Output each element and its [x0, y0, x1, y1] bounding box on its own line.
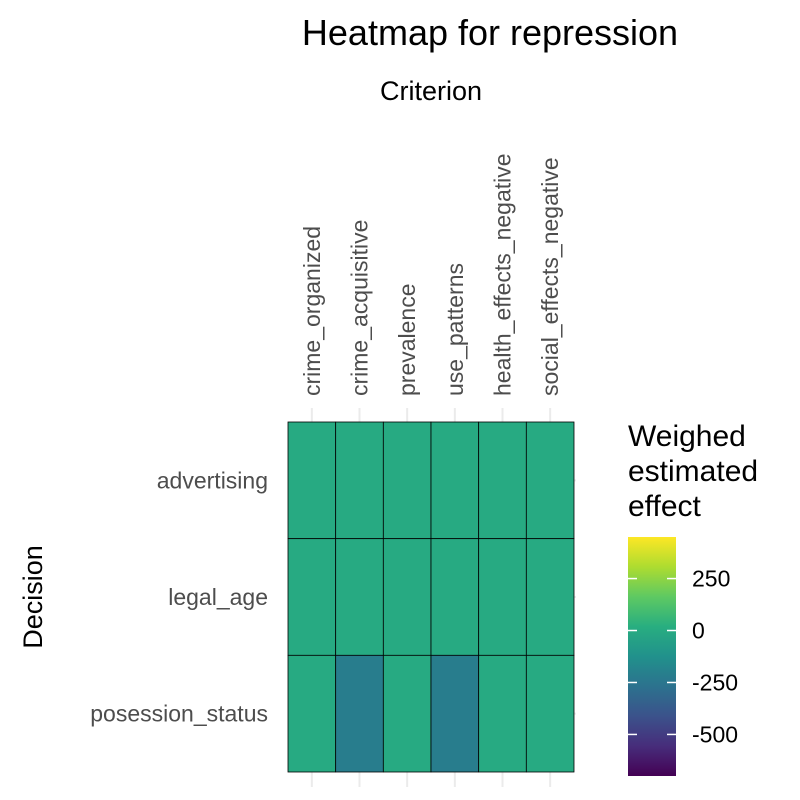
x-tick-label: social_effects_negative	[537, 157, 563, 396]
heatmap-cell	[478, 538, 527, 656]
x-tick-label: crime_organized	[299, 226, 325, 396]
y-tick-labels: advertising legal_age posession_status	[90, 467, 268, 726]
x-tick-label: prevalence	[394, 283, 420, 396]
x-tick-labels: crime_organized crime_acquisitive prevalen…	[299, 153, 563, 396]
heatmap-cell	[382, 654, 432, 773]
y-tick-label: advertising	[157, 467, 268, 493]
x-tick-label: use_patterns	[442, 263, 468, 396]
chart-title: Heatmap for repression	[302, 12, 678, 53]
color-legend: Weighed estimated effect 250 0 -250 -500	[628, 420, 758, 776]
heatmap-cell	[525, 654, 575, 773]
y-tick-label: posession_status	[90, 701, 268, 727]
heatmap-cell	[287, 538, 337, 656]
x-tick-label: health_effects_negative	[490, 153, 516, 396]
heatmap-cells	[287, 421, 575, 773]
legend-ticks: 250 0 -250 -500	[628, 566, 738, 747]
heatmap-cell	[287, 421, 337, 540]
y-axis-title: Decision	[18, 545, 48, 649]
heatmap-cell	[287, 654, 337, 773]
legend-tick-label: 250	[692, 566, 730, 592]
x-axis-title: Criterion	[380, 76, 482, 106]
legend-title-line-1: Weighed	[628, 420, 746, 453]
heatmap-cell	[430, 421, 480, 540]
heatmap-cell	[478, 654, 527, 773]
heatmap-cell	[525, 538, 575, 656]
heatmap-cell	[478, 421, 527, 540]
heatmap-cell	[430, 654, 480, 773]
legend-tick-label: 0	[692, 618, 705, 644]
heatmap-cell	[335, 654, 384, 773]
x-tick-label: crime_acquisitive	[347, 220, 373, 396]
heatmap-cell	[525, 421, 575, 540]
legend-title-line-2: estimated	[628, 455, 758, 488]
heatmap-cell	[382, 538, 432, 656]
y-tick-label: legal_age	[168, 584, 268, 610]
legend-tick-label: -500	[692, 721, 738, 747]
legend-title-line-3: effect	[628, 490, 701, 523]
heatmap-cell	[335, 538, 384, 656]
heatmap-cell	[430, 538, 480, 656]
heatmap-cell	[382, 421, 432, 540]
legend-tick-label: -250	[692, 669, 738, 695]
heatmap-cell	[335, 421, 384, 540]
legend-colorbar	[628, 537, 676, 776]
